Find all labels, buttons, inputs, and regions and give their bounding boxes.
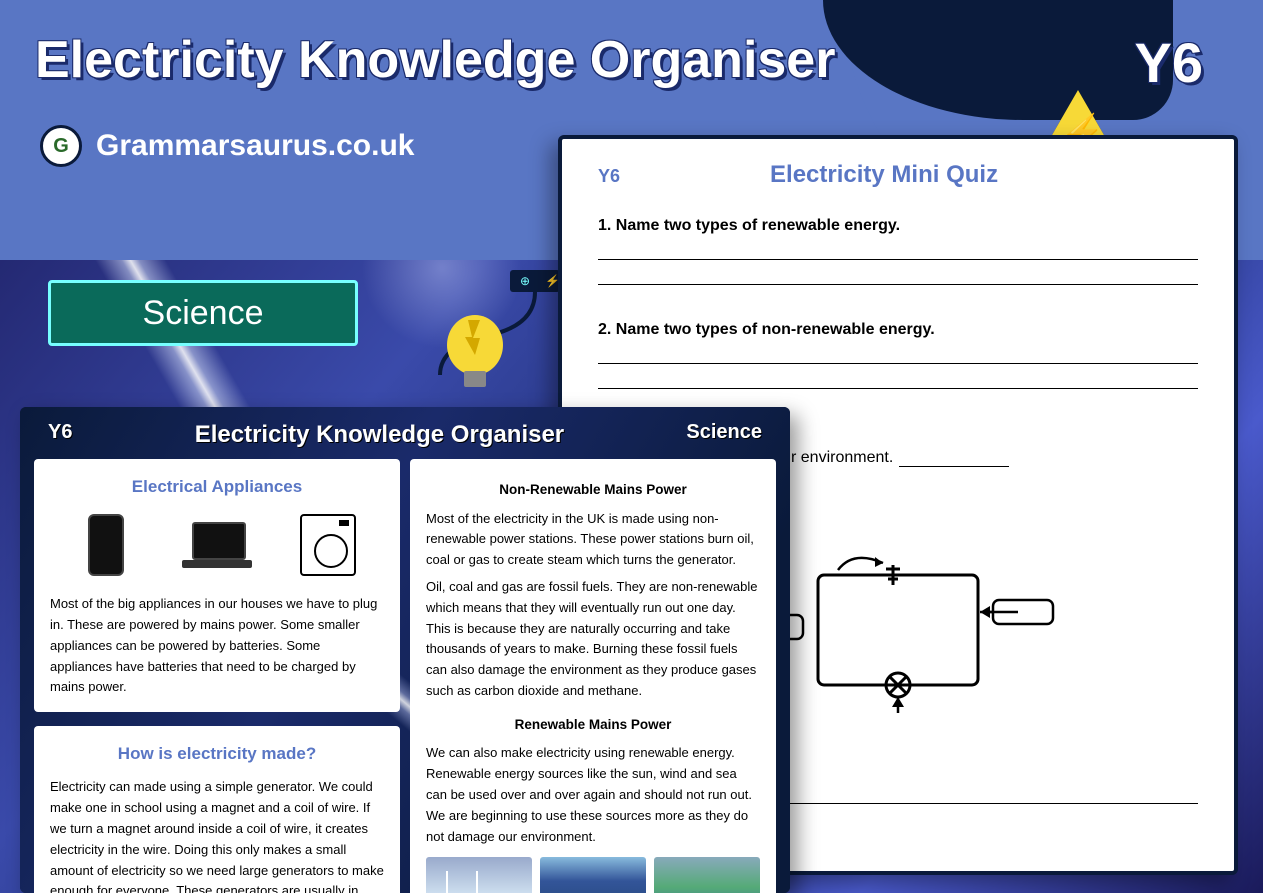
question-text: 2. Name two types of non-renewable energ… — [598, 321, 1198, 339]
solar-panel-image — [540, 857, 646, 893]
svg-text:⊕: ⊕ — [520, 274, 530, 288]
wind-turbine-image — [426, 857, 532, 893]
year-badge: Y6 — [1135, 30, 1204, 95]
appliance-illustrations — [50, 510, 384, 580]
answer-line — [598, 363, 1198, 364]
page-title: Electricity Knowledge Organiser — [35, 30, 835, 90]
hydro-dam-image — [654, 857, 760, 893]
brand-logo-icon: G — [40, 125, 82, 167]
answer-line — [598, 284, 1198, 285]
quiz-question-1: 1. Name two types of renewable energy. — [598, 217, 1198, 285]
renewable-energy-images — [426, 857, 760, 893]
laptop-icon — [182, 510, 252, 580]
washing-machine-icon — [293, 510, 363, 580]
answer-line — [598, 259, 1198, 260]
panel-how-made: How is electricity made? Electricity can… — [34, 726, 400, 893]
brand: G Grammarsaurus.co.uk — [40, 125, 414, 167]
question-text: 1. Name two types of renewable energy. — [598, 217, 1198, 235]
panel-mains-power: Non-Renewable Mains Power Most of the el… — [410, 459, 776, 893]
ko-year-tag: Y6 — [48, 421, 72, 449]
panel-heading: How is electricity made? — [50, 740, 384, 767]
panel-body: Most of the big appliances in our houses… — [50, 594, 384, 698]
panel-body: Oil, coal and gas are fossil fuels. They… — [426, 577, 760, 702]
quiz-title: Electricity Mini Quiz — [770, 161, 998, 189]
panel-subheading: Renewable Mains Power — [426, 714, 760, 736]
panel-body: Electricity can made using a simple gene… — [50, 777, 384, 893]
ko-header: Y6 Electricity Knowledge Organiser Scien… — [30, 417, 780, 459]
panel-body: We can also make electricity using renew… — [426, 743, 760, 847]
panel-heading: Electrical Appliances — [50, 473, 384, 500]
panel-subheading: Non-Renewable Mains Power — [426, 479, 760, 501]
knowledge-organiser-worksheet: Y6 Electricity Knowledge Organiser Scien… — [20, 407, 790, 893]
answer-line — [598, 388, 1198, 389]
ko-title: Electricity Knowledge Organiser — [195, 421, 564, 449]
panel-body: Most of the electricity in the UK is mad… — [426, 509, 760, 571]
bulb-circuit-illustration: ⊕ ⚡ — [380, 265, 580, 405]
subject-pill: Science — [48, 280, 358, 346]
quiz-question-2: 2. Name two types of non-renewable energ… — [598, 321, 1198, 389]
panel-electrical-appliances: Electrical Appliances Most of the big ap… — [34, 459, 400, 712]
ko-subject: Science — [686, 421, 762, 449]
brand-text: Grammarsaurus.co.uk — [96, 129, 414, 163]
phone-icon — [71, 510, 141, 580]
quiz-year-tag: Y6 — [598, 166, 620, 187]
